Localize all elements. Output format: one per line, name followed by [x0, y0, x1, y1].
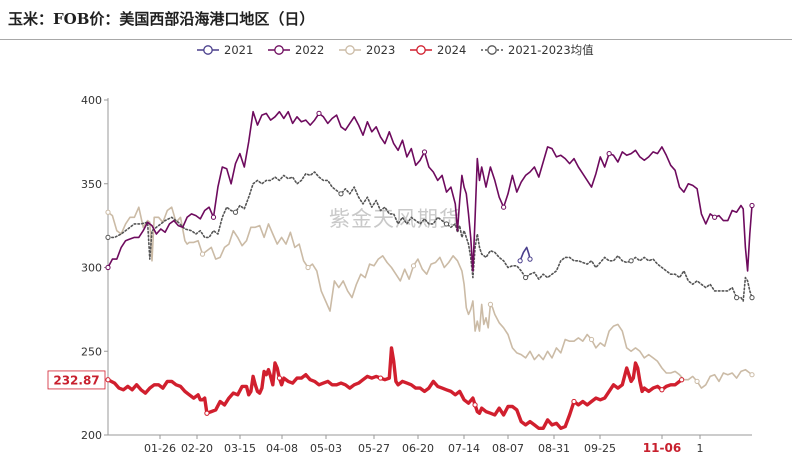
data-point-marker	[523, 274, 529, 281]
y-tick-label: 400	[81, 94, 102, 107]
data-point-marker	[527, 256, 533, 262]
data-point-marker	[501, 204, 507, 210]
data-point-marker	[316, 110, 322, 117]
legend-label: 2022	[295, 43, 324, 57]
x-tick-label: 05-03	[310, 442, 342, 455]
x-tick-label: 03-15	[224, 442, 256, 455]
data-point-marker	[338, 191, 344, 197]
data-point-marker	[694, 378, 700, 384]
series-line-1	[107, 110, 753, 272]
y-tick-label: 300	[81, 262, 102, 275]
x-tick-label: 07-14	[448, 442, 480, 455]
y-tick-label: 350	[81, 178, 102, 191]
x-tick-label: 05-27	[358, 442, 390, 455]
legend-label: 2021-2023均值	[508, 43, 594, 57]
x-tick-label: 04-08	[266, 442, 298, 455]
series-group	[105, 110, 755, 430]
series-line-2	[107, 206, 753, 389]
data-point-marker	[105, 209, 111, 215]
data-point-marker	[421, 149, 428, 155]
x-tick-label: 08-07	[492, 442, 524, 455]
legend-swatch-marker	[487, 45, 497, 55]
data-point-marker	[712, 214, 718, 220]
y-tick-label: 250	[81, 345, 102, 358]
chart-title: 玉米：FOB价：美国西部沿海港口地区（日）	[8, 10, 315, 28]
data-point-marker	[749, 295, 755, 301]
data-point-marker	[276, 375, 283, 381]
y-tick-label: 200	[81, 429, 102, 442]
chart-labels: 232.87	[47, 370, 106, 390]
data-point-marker	[210, 214, 217, 220]
x-tick-label: 09-25	[584, 442, 616, 455]
series-line-3	[106, 346, 684, 430]
legend-label: 2021	[224, 43, 253, 57]
data-point-marker	[679, 377, 685, 383]
data-point-marker	[487, 301, 494, 307]
data-point-marker	[749, 372, 755, 378]
data-point-marker	[517, 258, 523, 264]
data-point-marker	[606, 151, 612, 157]
data-point-marker	[105, 234, 111, 240]
x-tick-label: 1	[697, 442, 704, 455]
series-line-0	[519, 246, 531, 262]
last-value-label: 232.87	[53, 373, 99, 387]
legend-swatch-marker	[416, 45, 426, 55]
highlight-date-label: 11-06	[643, 441, 681, 455]
data-point-marker	[105, 377, 111, 383]
data-point-marker	[588, 336, 595, 343]
data-point-marker	[105, 264, 111, 271]
data-point-marker	[232, 209, 239, 215]
legend-swatch-marker	[345, 45, 355, 55]
title-divider	[0, 39, 792, 40]
legend-swatch-marker	[203, 45, 213, 55]
series-line-4	[107, 171, 753, 302]
data-point-marker	[199, 251, 206, 257]
x-tick-label: 01-26	[144, 442, 176, 455]
legend: 2021 2022 2023 2024 2021-2023均值	[197, 43, 594, 57]
data-point-marker	[571, 398, 577, 405]
data-point-marker	[734, 295, 740, 301]
data-point-marker	[749, 202, 755, 209]
data-point-marker	[377, 375, 384, 381]
data-point-marker	[443, 221, 450, 227]
x-tick-label: 02-20	[181, 442, 213, 455]
data-point-marker	[204, 410, 210, 416]
data-point-marker	[659, 387, 665, 393]
data-point-marker	[305, 264, 311, 271]
last-value-box	[47, 370, 106, 390]
legend-label: 2024	[437, 43, 466, 57]
x-tick-label: 06-20	[402, 442, 434, 455]
data-point-marker	[472, 402, 478, 408]
data-point-marker	[410, 263, 417, 269]
legend-label: 2023	[366, 43, 395, 57]
legend-swatch-marker	[274, 45, 284, 55]
watermark: 紫金天风期货	[329, 207, 461, 231]
data-point-marker	[628, 258, 634, 264]
axes: 200 250 300 350 400 01-26 02-20 03-15 04-08 05-03…	[81, 94, 752, 455]
x-tick-label: 08-31	[538, 442, 570, 455]
